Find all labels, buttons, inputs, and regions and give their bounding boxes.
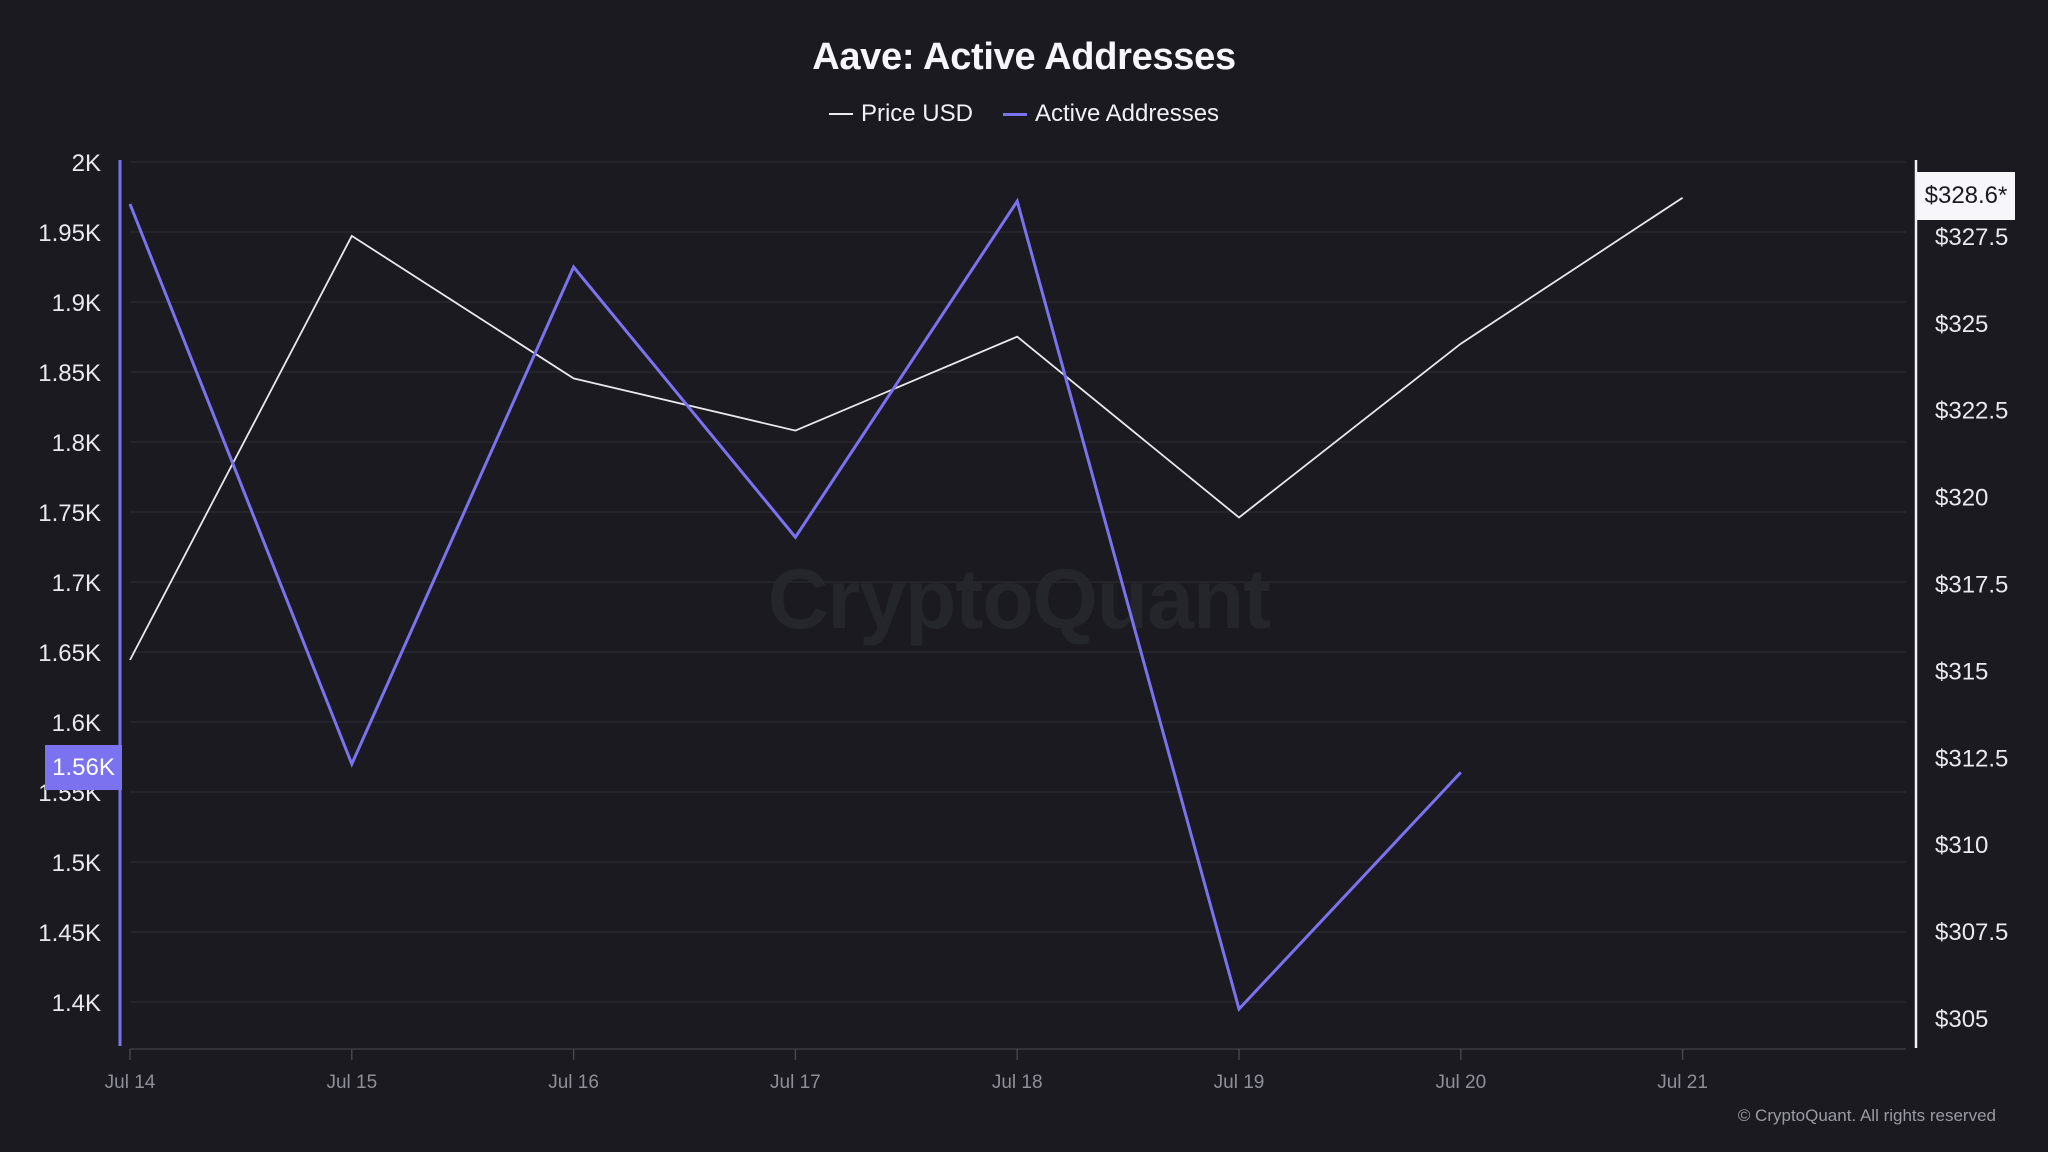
right-axis-tick-label: $322.5 (1935, 398, 2008, 425)
x-axis-tick-label: Jul 16 (548, 1072, 599, 1093)
x-axis-tick-label: Jul 21 (1657, 1072, 1708, 1093)
legend-label: Active Addresses (1034, 100, 1220, 127)
legend-label: Price USD (860, 100, 973, 127)
left-axis-tick-label: 1.75K (38, 500, 101, 527)
current-value-badge-price: $328.6* (1917, 172, 2015, 220)
left-axis-ticks: 2K 1.95K 1.9K 1.85K 1.8K 1.75K 1.7K 1.65K 1.6K 1.… (38, 150, 101, 1017)
legend-item-price-usd[interactable]: Price USD (828, 100, 973, 128)
right-axis-tick-label: $305 (1935, 1006, 1988, 1033)
x-axis-tick-label: Jul 15 (326, 1072, 377, 1093)
x-axis: Jul 14 Jul 15 Jul 16 Jul 17 Jul 18 Jul 19 Jul … (105, 1048, 1906, 1093)
watermark: CryptoQuant (768, 552, 1270, 646)
left-axis-tick-label: 1.4K (52, 990, 101, 1017)
chart-legend: Price USD Active Addresses (0, 100, 2048, 128)
legend-item-active-addresses[interactable]: Active Addresses (1002, 100, 1220, 128)
line-swatch-icon (1002, 112, 1027, 116)
x-axis-tick-label: Jul 14 (105, 1072, 156, 1093)
current-value-badge-active-addresses: 1.56K (45, 745, 122, 790)
price-usd-line[interactable] (129, 196, 1684, 661)
left-axis-tick-label: 2K (72, 150, 101, 177)
left-axis-tick-label: 1.45K (38, 920, 101, 947)
right-axis-tick-label: $310 (1935, 832, 1988, 859)
x-axis-tick-label: Jul 20 (1435, 1072, 1486, 1093)
left-axis-tick-label: 1.8K (52, 430, 101, 457)
active-addresses-line[interactable] (128, 197, 1462, 1012)
x-axis-tick-label: Jul 17 (770, 1072, 821, 1093)
x-axis-tick-label: Jul 19 (1214, 1072, 1265, 1093)
gridlines (130, 161, 1906, 1003)
right-axis-tick-label: $307.5 (1935, 919, 2008, 946)
right-axis-tick-label: $315 (1935, 658, 1988, 685)
right-axis-tick-label: $320 (1935, 485, 1988, 512)
left-axis-tick-label: 1.6K (52, 710, 101, 737)
chart-title: Aave: Active Addresses (812, 36, 1236, 78)
right-axis-tick-label: $327.5 (1935, 224, 2008, 251)
x-axis-tick-label: Jul 18 (992, 1072, 1043, 1093)
left-axis-tick-label: 1.95K (38, 220, 101, 247)
right-axis-ticks: $327.5 $325 $322.5 $320 $317.5 $315 $312.5 $310… (1935, 224, 2008, 1033)
left-axis-tick-label: 1.65K (38, 640, 101, 667)
right-axis-tick-label: $325 (1935, 311, 1988, 338)
left-axis-tick-label: 1.7K (52, 570, 101, 597)
right-axis-tick-label: $317.5 (1935, 572, 2008, 599)
left-axis-tick-label: 1.5K (52, 850, 101, 877)
copyright-notice: © CryptoQuant. All rights reserved (1737, 1106, 1996, 1125)
line-swatch-icon (828, 113, 853, 115)
left-axis-tick-label: 1.9K (52, 290, 101, 317)
left-axis-tick-label: 1.85K (38, 360, 101, 387)
right-axis-tick-label: $312.5 (1935, 745, 2008, 772)
